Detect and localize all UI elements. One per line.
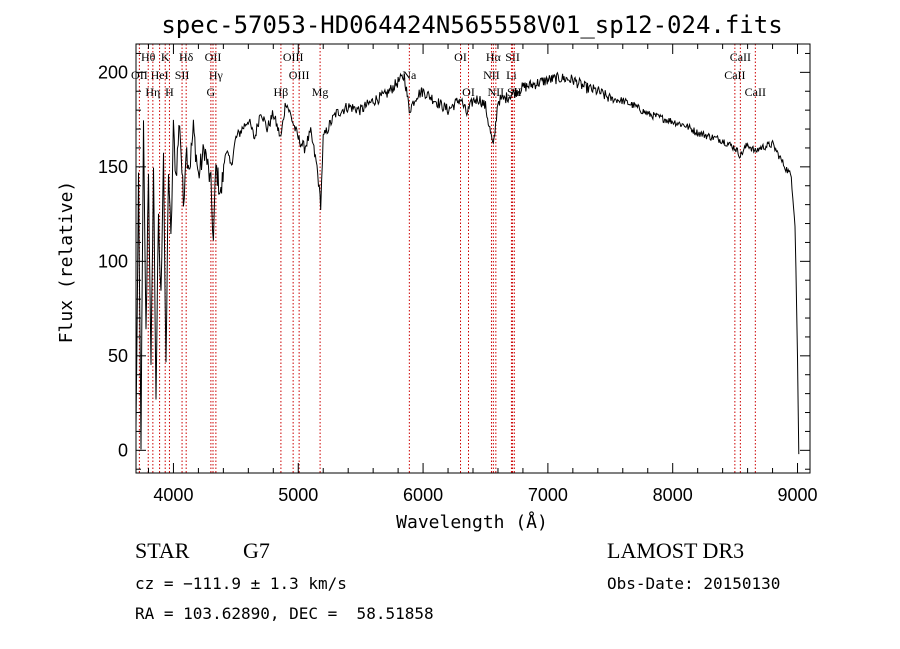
x-tick-label: 8000 (653, 485, 693, 505)
spectral-line-label: CaII (730, 50, 751, 64)
spectral-line-label: Na (402, 68, 417, 82)
survey-name: LAMOST DR3 (607, 538, 744, 563)
spectral-line-label: SII (505, 50, 520, 64)
spectrum-series (135, 71, 800, 455)
spectral-line-label: Hη (145, 85, 160, 99)
spectral-line-label: Li (506, 68, 517, 82)
object-type: STAR (135, 538, 190, 563)
spectral-line-label: HeI (151, 68, 169, 82)
spectral-line-label: Hγ (209, 68, 224, 82)
obs-date: Obs-Date: 20150130 (607, 574, 780, 593)
spectral-line-label: G (207, 85, 216, 99)
y-tick-label: 50 (108, 346, 128, 366)
y-tick-label: 0 (118, 440, 128, 460)
x-tick-label: 7000 (528, 485, 568, 505)
x-tick-label: 6000 (403, 485, 443, 505)
x-tick-label: 5000 (278, 485, 318, 505)
spectral-line-label: OI (454, 50, 467, 64)
spectral-line-label: OIII (283, 50, 304, 64)
plot-frame (135, 43, 811, 474)
redshift-cz: cz = −111.9 ± 1.3 km/s (135, 574, 347, 593)
spectral-line-label: SII (175, 68, 190, 82)
spectral-line-label: Hθ (141, 50, 156, 64)
chart-title: spec-57053-HD064424N565558V01_sp12-024.f… (161, 11, 782, 39)
spectral-line-label: NII (483, 68, 500, 82)
y-tick-label: 150 (98, 157, 128, 177)
spectral-line-label: K (161, 50, 170, 64)
spectral-class: G7 (243, 538, 270, 563)
spectral-line-label: OII (205, 50, 222, 64)
x-tick-label: 9000 (777, 485, 817, 505)
spectral-line-label: Hβ (274, 85, 289, 99)
x-tick-label: 4000 (153, 485, 193, 505)
flux-series-line (135, 71, 800, 455)
spectral-line-label: Hδ (179, 50, 194, 64)
spectral-line-label: Mg (312, 85, 329, 99)
spectral-line-label: CaII (745, 85, 766, 99)
spectral-line-label: OIII (289, 68, 310, 82)
y-axis-label: Flux (relative) (56, 181, 77, 344)
spectral-line-label: OI (462, 85, 475, 99)
spectral-line-label: OII (131, 68, 148, 82)
spectral-line-label: Hα (486, 50, 502, 64)
y-tick-label: 200 (98, 62, 128, 82)
axis-ticks: 4000 5000 6000 7000 8000 9000 0 50 100 150 200 (98, 44, 818, 505)
spectral-line-label: CaII (724, 68, 745, 82)
coordinates: RA = 103.62890, DEC = 58.51858 (135, 604, 434, 623)
x-axis-label: Wavelength (Å) (396, 511, 548, 533)
spectral-line-label: H (165, 85, 174, 99)
y-tick-label: 100 (98, 251, 128, 271)
